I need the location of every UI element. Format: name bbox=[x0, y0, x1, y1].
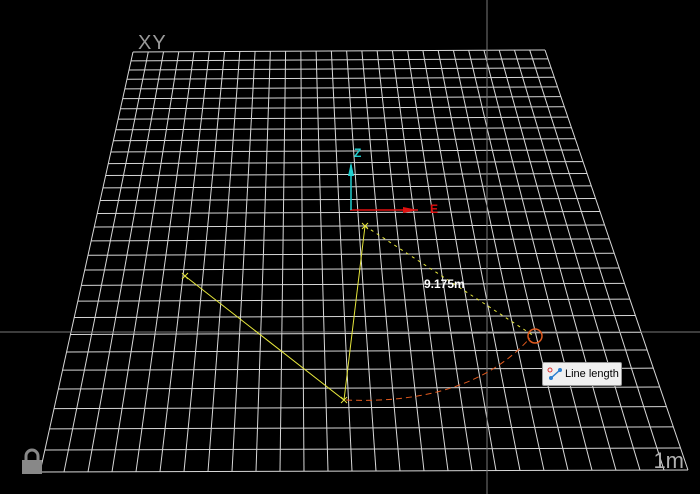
polyline-segments bbox=[184, 225, 366, 401]
grid-line-row bbox=[120, 106, 565, 110]
grid-line-col bbox=[468, 50, 569, 471]
grid-line-row bbox=[94, 224, 605, 228]
grid-line-col bbox=[437, 50, 521, 471]
x-axis-arrowhead bbox=[403, 207, 418, 213]
x-axis-label: E bbox=[430, 202, 439, 216]
scale-label: 1m bbox=[653, 448, 684, 473]
grid-line-row bbox=[115, 127, 572, 131]
lock-icon[interactable] bbox=[18, 447, 46, 475]
plane-label: XY bbox=[138, 32, 167, 54]
grid-line-row bbox=[122, 96, 561, 100]
grid-line-col bbox=[330, 51, 353, 472]
grid-line-col bbox=[231, 51, 256, 472]
grid-line-row bbox=[124, 86, 558, 90]
grid-line-row bbox=[58, 386, 660, 390]
grid-line-col bbox=[483, 50, 593, 471]
grid-line-col bbox=[111, 51, 180, 472]
grid-line-col bbox=[361, 50, 401, 471]
z-axis-arrowhead bbox=[348, 162, 354, 176]
grid-line-col bbox=[498, 50, 617, 471]
grid-line-row bbox=[44, 447, 681, 451]
grid-line-col bbox=[407, 50, 473, 471]
dimension-readout: 9.175m bbox=[424, 277, 465, 291]
line-length-icon bbox=[547, 367, 562, 380]
grid-line-row bbox=[66, 349, 648, 353]
vertex-markers bbox=[181, 222, 369, 404]
snap-marker bbox=[527, 328, 543, 344]
ground-grid bbox=[39, 49, 689, 473]
grid-line-col bbox=[514, 50, 641, 471]
grid-line-row bbox=[84, 267, 620, 271]
z-axis-label: Z bbox=[354, 146, 362, 160]
grid-line-col bbox=[183, 51, 226, 472]
grid-line-col bbox=[39, 51, 134, 473]
grid-line-row bbox=[87, 252, 615, 256]
grid-line-row bbox=[129, 67, 552, 71]
grid-line-col bbox=[544, 49, 689, 471]
grid-line-col bbox=[255, 51, 271, 472]
grid-line-row bbox=[81, 282, 625, 286]
grid-line-col bbox=[376, 50, 425, 471]
grid-line-col bbox=[422, 50, 497, 471]
grid-line-row bbox=[49, 426, 674, 430]
grid-line-row bbox=[102, 185, 592, 189]
grid-line-row bbox=[54, 406, 667, 410]
rubber-band-line bbox=[364, 225, 535, 337]
grid-line-col bbox=[63, 51, 149, 473]
grid-line-col bbox=[135, 51, 195, 472]
grid-line-row bbox=[108, 161, 583, 165]
tooltip-line-length: Line length bbox=[542, 362, 622, 386]
grid-line-row bbox=[110, 149, 580, 153]
grid-line-col bbox=[300, 51, 305, 472]
grid-line-col bbox=[529, 49, 665, 471]
grid-line-row bbox=[91, 238, 610, 242]
grid-line-row bbox=[131, 58, 549, 62]
grid-line-row bbox=[105, 173, 588, 177]
grid-line-row bbox=[77, 298, 630, 302]
grid-line-row bbox=[97, 211, 601, 215]
grid-line-col bbox=[207, 51, 241, 472]
grid-line-col bbox=[87, 51, 165, 472]
grid-line-row bbox=[74, 315, 636, 319]
grid-line-row bbox=[118, 116, 568, 120]
grid-line-row bbox=[100, 197, 596, 201]
grid-line-col bbox=[159, 51, 210, 472]
grid-line-row bbox=[70, 331, 642, 335]
grid-line-row bbox=[113, 138, 576, 142]
grid-line-col bbox=[346, 50, 377, 471]
grid-line-row bbox=[132, 49, 546, 53]
grid-line-row bbox=[39, 469, 689, 473]
grid-line-row bbox=[126, 76, 555, 80]
grid-line-col bbox=[452, 50, 545, 471]
grid-line-col bbox=[391, 50, 449, 471]
grid-line-col bbox=[315, 51, 329, 472]
grid-line-col bbox=[279, 51, 287, 472]
tooltip-label: Line length bbox=[565, 368, 619, 380]
